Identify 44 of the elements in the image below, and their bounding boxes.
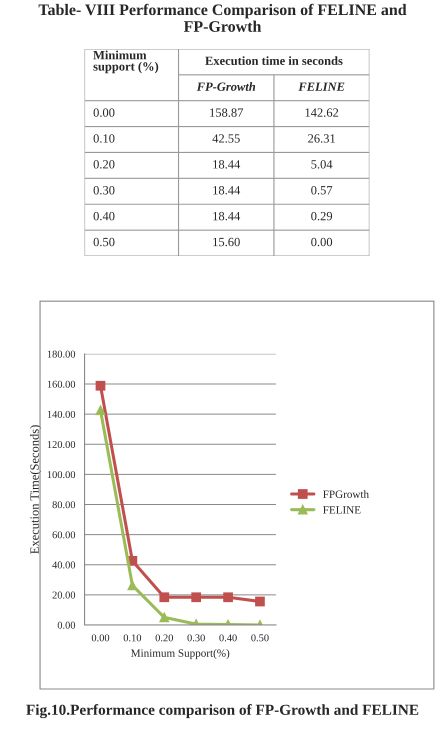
x-tick-label: 0.00 (92, 634, 110, 642)
y-tick-label: 140.00 (48, 410, 76, 418)
legend-label: FELINE (323, 506, 360, 514)
text: FP-Growth (196, 82, 256, 91)
x-tick-label: 0.50 (251, 634, 269, 642)
text: Minimum support (%) (93, 50, 158, 74)
y-tick-label: 160.00 (48, 380, 76, 388)
text: 18.44 (213, 160, 240, 169)
category-label: 0.30 (94, 186, 114, 194)
y-tick-label: 80.00 (52, 501, 76, 508)
text: 0.29 (311, 212, 332, 220)
text: 0.00 (311, 238, 332, 246)
text: 5.04 (311, 160, 332, 169)
text: 18.44 (213, 212, 240, 220)
y-tick-label: 20.00 (52, 592, 76, 599)
text: 26.31 (308, 134, 335, 143)
text: 15.60 (213, 238, 240, 246)
caption: Fig.10.Performance comparison of FP-Growth and FELINE (26, 704, 418, 718)
text: 142.62 (306, 108, 338, 117)
x-tick-label: 0.40 (219, 634, 237, 642)
legend-label: FPGrowth (323, 490, 369, 498)
text: 0.57 (311, 186, 332, 194)
text: Execution time in seconds (205, 56, 343, 66)
y-tick-label: 60.00 (52, 531, 76, 538)
text: 158.87 (210, 108, 244, 117)
y-tick-label: 0.00 (58, 622, 76, 629)
text: FELINE (298, 82, 344, 91)
category-label: 0.20 (94, 160, 114, 169)
x-tick-label: 0.20 (156, 634, 173, 642)
category-label: 0.10 (94, 134, 114, 143)
chart-title: Table- VIII Performance Comparison of FELINE and FP-Growth (38, 4, 406, 32)
y-tick-label: 180.00 (48, 350, 76, 358)
x-tick-label: 0.10 (124, 634, 142, 642)
category-label: 0.40 (94, 212, 114, 220)
text: 18.44 (213, 186, 240, 194)
x-tick-label: 0.30 (187, 634, 205, 642)
x-axis-title: Minimum Support(%) (131, 649, 230, 660)
y-tick-label: 40.00 (52, 561, 76, 569)
text: 42.55 (212, 134, 240, 143)
y-axis-title: Execution Time(Seconds) (30, 425, 42, 554)
y-tick-label: 100.00 (48, 471, 76, 478)
category-label: 0.50 (94, 238, 114, 246)
category-label: 0.00 (94, 108, 114, 117)
y-tick-label: 120.00 (48, 440, 76, 448)
